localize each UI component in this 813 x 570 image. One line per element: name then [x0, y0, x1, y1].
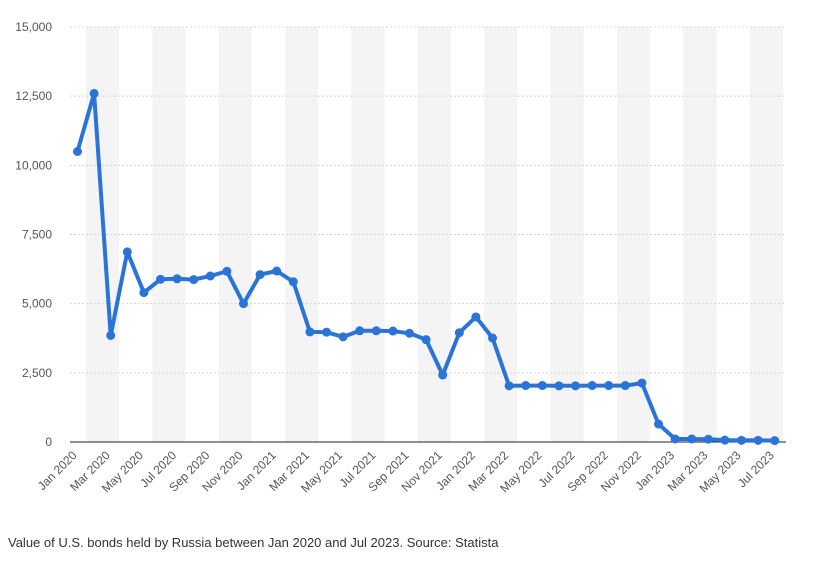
y-tick-label: 5,000: [22, 297, 52, 311]
data-point[interactable]: [255, 270, 265, 280]
data-point[interactable]: [272, 266, 282, 276]
data-point[interactable]: [587, 381, 597, 391]
data-point[interactable]: [222, 266, 232, 276]
data-point[interactable]: [488, 333, 497, 343]
column-band: [285, 27, 319, 442]
data-point[interactable]: [239, 299, 248, 309]
data-point[interactable]: [703, 434, 713, 444]
data-point[interactable]: [438, 370, 448, 380]
data-point[interactable]: [737, 435, 746, 445]
data-point[interactable]: [106, 330, 116, 340]
y-tick-label: 2,500: [22, 366, 52, 380]
data-point[interactable]: [620, 381, 630, 391]
data-point[interactable]: [156, 274, 165, 284]
data-point[interactable]: [371, 326, 381, 336]
data-points: [73, 88, 780, 446]
data-point[interactable]: [521, 381, 531, 391]
data-point[interactable]: [537, 381, 547, 391]
data-point[interactable]: [405, 328, 414, 338]
data-point[interactable]: [670, 434, 680, 444]
y-tick-label: 10,000: [15, 158, 52, 172]
data-point[interactable]: [421, 335, 431, 345]
data-point[interactable]: [205, 271, 215, 281]
data-point[interactable]: [172, 274, 182, 284]
data-point[interactable]: [139, 288, 149, 298]
data-point[interactable]: [89, 88, 99, 98]
column-band: [152, 27, 186, 442]
data-point[interactable]: [504, 381, 514, 391]
data-point[interactable]: [73, 147, 82, 156]
data-point[interactable]: [288, 277, 298, 287]
data-point[interactable]: [122, 247, 132, 257]
data-point[interactable]: [454, 328, 464, 338]
data-point[interactable]: [687, 434, 697, 444]
y-tick-label: 0: [45, 435, 52, 449]
data-point[interactable]: [654, 419, 663, 429]
y-tick-label: 12,500: [15, 89, 52, 103]
data-point[interactable]: [604, 381, 614, 391]
data-point[interactable]: [471, 312, 481, 322]
data-point[interactable]: [720, 435, 730, 445]
data-point[interactable]: [554, 381, 564, 391]
data-point[interactable]: [571, 381, 580, 391]
data-point[interactable]: [189, 275, 199, 285]
column-band: [484, 27, 518, 442]
data-point[interactable]: [753, 435, 763, 445]
data-point[interactable]: [305, 327, 315, 337]
line-chart: 0 2,500 5,000 7,500 10,000 12,500 15,000 Jan 2…: [15, 20, 786, 495]
y-tick-label: 7,500: [22, 228, 52, 242]
data-point[interactable]: [388, 326, 398, 336]
x-tick-label: Jul 2023: [735, 448, 777, 490]
y-axis-ticks: 0 2,500 5,000 7,500 10,000 12,500 15,000: [15, 20, 52, 449]
column-band: [617, 27, 651, 442]
y-tick-label: 15,000: [15, 20, 52, 34]
data-point[interactable]: [637, 378, 647, 388]
gridlines: [70, 26, 786, 374]
chart-caption: Value of U.S. bonds held by Russia betwe…: [8, 535, 499, 550]
data-point[interactable]: [770, 436, 780, 446]
data-point[interactable]: [355, 326, 365, 336]
data-point[interactable]: [322, 327, 331, 337]
data-point[interactable]: [338, 332, 348, 342]
